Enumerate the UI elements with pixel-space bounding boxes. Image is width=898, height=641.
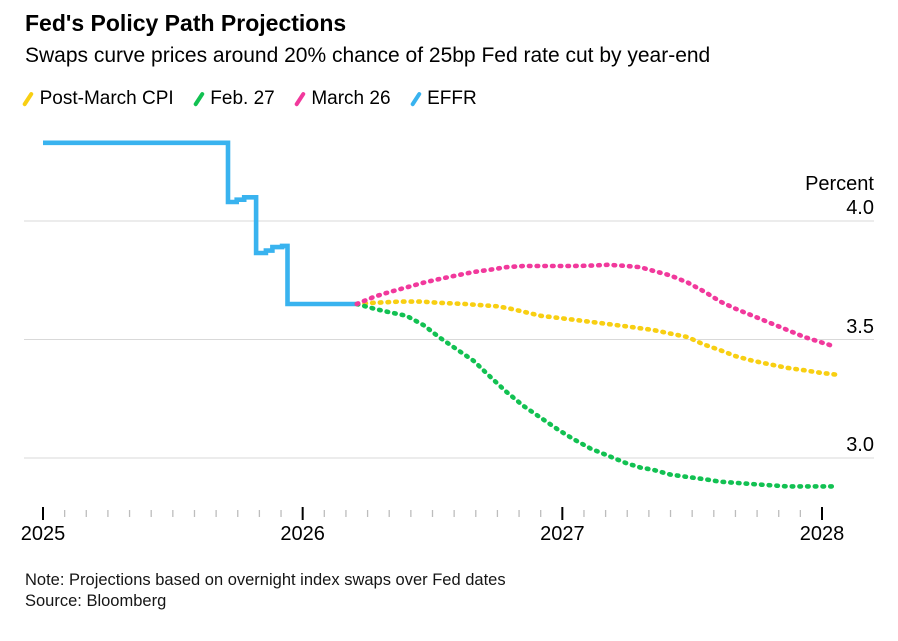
series-line-post-march-cpi [354,299,842,378]
x-axis-tick-label-2025: 2025 [20,523,66,545]
y-axis-title: Percent [805,173,874,195]
x-axis-tick-label-2026: 2026 [280,523,325,545]
legend-label: March 26 [311,88,391,109]
legend-item-post-march-cpi: Post-March CPI [21,88,174,110]
x-axis-tick-label-2027: 2027 [540,523,585,545]
legend-label: EFFR [427,88,477,109]
chart-title: Fed's Policy Path Projections [25,10,347,36]
legend-item-effr: EFFR [409,88,477,110]
y-axis-tick-label-4.0: 4.0 [846,197,874,219]
y-axis-tick-label-3.0: 3.0 [846,434,874,456]
y-axis-tick-label-3.5: 3.5 [846,315,874,338]
series-line-march-26 [354,262,838,349]
legend-label: Feb. 27 [210,88,275,109]
chart-note: Note: Projections based on overnight ind… [25,571,506,589]
legend-item-march-26: March 26 [293,88,391,110]
x-axis-tick-label-2028: 2028 [799,523,845,545]
chart-legend: Post-March CPI Feb. 27 March 26 EFFR [21,88,477,110]
legend-label: Post-March CPI [39,88,174,109]
chart-subtitle: Swaps curve prices around 20% chance of … [25,44,711,67]
legend-item-feb-27: Feb. 27 [192,88,275,110]
chart-source: Source: Bloomberg [25,592,167,610]
series-line-feb-27 [354,301,840,489]
series-line-effr [43,140,357,307]
